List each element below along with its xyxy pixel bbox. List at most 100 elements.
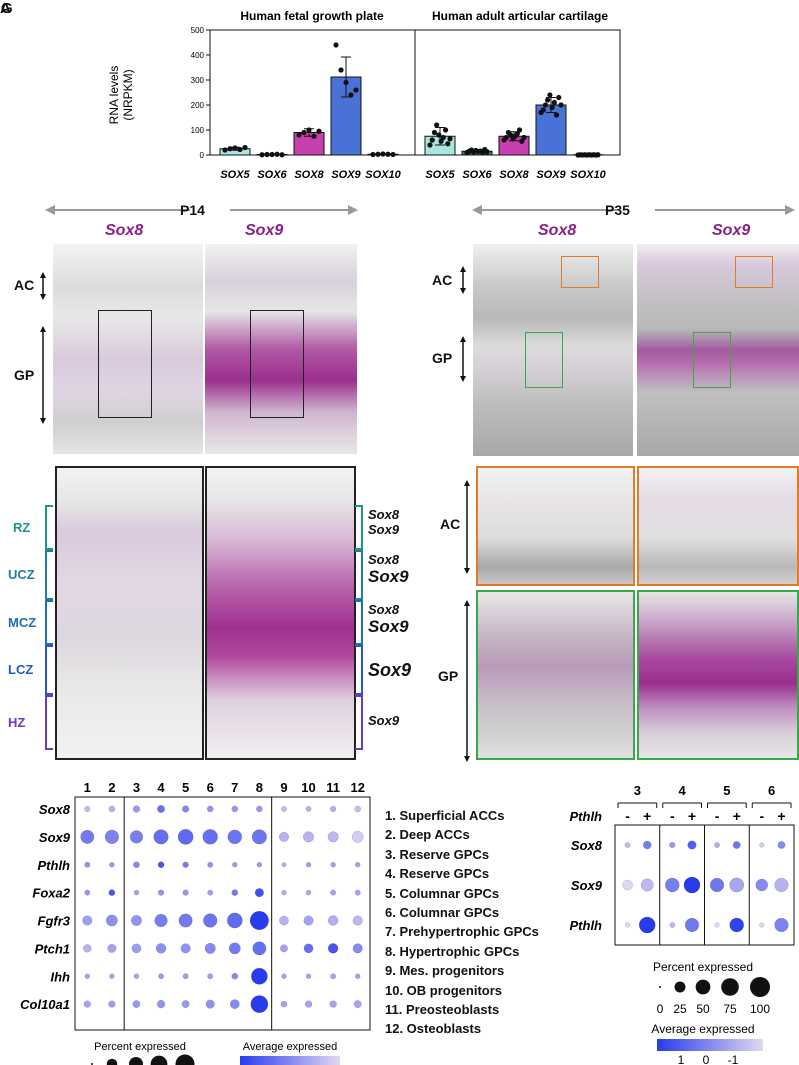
x-tick-label: SOX6 xyxy=(257,169,287,181)
data-point xyxy=(316,128,322,134)
percent-legend-title: Percent expressed xyxy=(94,1041,186,1053)
group-header: 4 xyxy=(679,783,687,798)
percent-legend-dot xyxy=(106,1058,118,1065)
dot xyxy=(281,862,287,868)
dot xyxy=(206,805,214,813)
data-point xyxy=(436,132,442,138)
dot xyxy=(108,805,116,813)
p35-sox8-ac-box xyxy=(561,256,599,288)
dot xyxy=(665,877,680,893)
dot xyxy=(182,861,189,868)
dot xyxy=(330,973,337,980)
data-point xyxy=(232,145,238,151)
dot xyxy=(714,842,720,848)
data-point xyxy=(264,151,270,158)
data-point xyxy=(380,151,386,157)
percent-legend-dot xyxy=(128,1056,144,1065)
data-point xyxy=(431,129,438,136)
zone-bracket-right xyxy=(355,645,363,695)
zone-label-hz: HZ xyxy=(8,714,26,730)
dot xyxy=(352,943,363,954)
dot xyxy=(158,973,164,980)
dot xyxy=(642,840,652,850)
dotplot-clusters: 1 2 3 4 5 6 7 8 9 10 11 12Sox8Sox9PthlhFoxa2Fgfr3Pt… xyxy=(20,780,371,1065)
zone-bracket-right xyxy=(355,600,363,645)
cluster-list-item: 2. Deep ACCs xyxy=(385,827,470,843)
cluster-list-item: 5. Columnar GPCs xyxy=(385,885,500,901)
panel-letter-g: G xyxy=(1,0,13,17)
dot xyxy=(709,877,725,893)
data-point xyxy=(242,144,248,151)
data-point xyxy=(508,132,514,138)
dot xyxy=(281,889,287,896)
percent-legend-dot xyxy=(721,978,739,996)
cluster-list-item: 3. Reserve GPCs xyxy=(385,846,490,862)
zone-bracket-left xyxy=(45,695,53,750)
p14-sox9-zoom xyxy=(205,466,356,760)
gene-label: Pthlh xyxy=(570,918,603,933)
dot xyxy=(133,861,140,869)
cluster-legend-list: 1. Superficial ACCs 2. Deep ACCs 3. Reserv… xyxy=(385,808,539,1041)
data-point xyxy=(558,102,564,108)
dot xyxy=(177,829,194,845)
average-legend-label: -1 xyxy=(728,1053,739,1065)
zone-bracket-left xyxy=(45,600,53,645)
p35-arrow xyxy=(472,205,795,215)
pthlh-sign: - xyxy=(715,808,720,824)
p35-zoom-ac-label: AC xyxy=(440,516,461,532)
data-point xyxy=(547,92,553,98)
dot xyxy=(251,967,268,985)
dot xyxy=(231,972,239,980)
dot xyxy=(729,917,744,933)
data-point xyxy=(306,127,312,133)
dot xyxy=(207,889,214,896)
dot xyxy=(107,943,117,953)
p35-label: P35 xyxy=(605,202,630,218)
dot xyxy=(305,862,312,868)
dot xyxy=(327,915,339,926)
data-point xyxy=(301,129,307,136)
p14-ac-label: AC xyxy=(14,277,35,293)
dot xyxy=(254,888,264,898)
dot xyxy=(182,889,189,896)
cluster-header: 12 xyxy=(350,780,364,795)
data-point xyxy=(542,102,549,108)
dot xyxy=(204,942,216,954)
chart-title-fetal: Human fetal growth plate xyxy=(240,9,384,23)
data-point xyxy=(540,107,546,113)
data-point xyxy=(385,151,391,157)
dot xyxy=(684,917,700,933)
dot xyxy=(109,862,115,868)
dot xyxy=(84,805,91,813)
percent-legend-dot xyxy=(674,981,686,993)
zone-genes: Sox8 Sox9 xyxy=(368,552,409,587)
x-tick-label: SOX5 xyxy=(425,169,455,181)
dot xyxy=(231,889,239,896)
cluster-header: 3 xyxy=(133,780,140,795)
dot xyxy=(132,1000,141,1009)
dot xyxy=(622,879,633,891)
zone-label-rz: RZ xyxy=(13,519,31,535)
data-point xyxy=(438,138,444,144)
average-legend-bar xyxy=(240,1056,340,1065)
p14-sox8-micrograph xyxy=(53,244,203,454)
dot xyxy=(638,916,656,934)
dot xyxy=(104,829,120,845)
dot xyxy=(156,999,166,1009)
dot xyxy=(281,973,287,979)
cluster-list-item: 8. Hypertrophic GPCs xyxy=(385,943,520,959)
dot xyxy=(109,973,115,979)
y-tick-label: 100 xyxy=(191,126,205,135)
y-tick-label: 500 xyxy=(191,26,205,35)
data-point xyxy=(427,142,433,148)
data-point xyxy=(353,87,359,93)
percent-legend-label: 0 xyxy=(657,1002,664,1016)
dot xyxy=(759,842,765,848)
average-legend-label: 1 xyxy=(678,1053,685,1065)
dot xyxy=(84,889,91,896)
percent-legend-dot xyxy=(750,977,770,997)
dot xyxy=(624,922,631,928)
y-tick-label: 400 xyxy=(191,51,205,60)
percent-legend-title: Percent expressed xyxy=(653,960,753,974)
dot xyxy=(329,805,337,813)
